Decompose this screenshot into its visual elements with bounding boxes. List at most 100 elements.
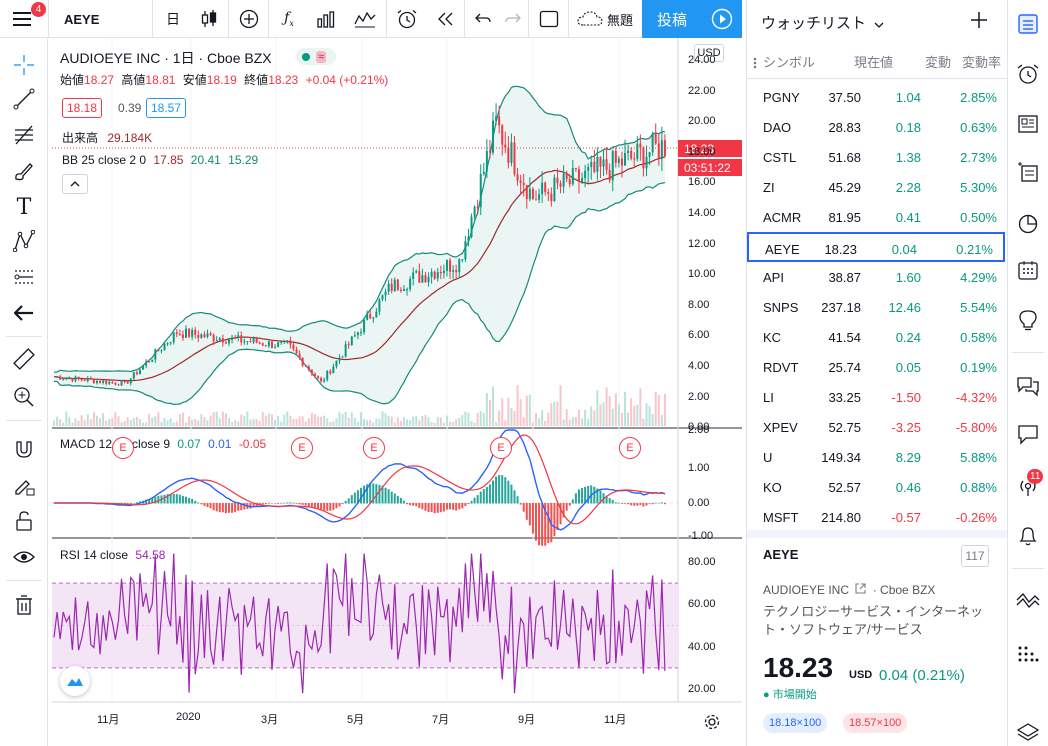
watchlist-row[interactable]: AEYE 18.23 0.04 0.21% (747, 232, 1005, 262)
crosshair-tool[interactable] (0, 48, 48, 82)
text-tool[interactable]: T (0, 190, 48, 224)
prediction-tool[interactable] (0, 260, 48, 294)
price-axis-label: 10.00 (688, 268, 716, 281)
earnings-marker[interactable]: E (363, 437, 385, 459)
col-change[interactable]: 変動 (924, 55, 951, 70)
magnet-tool[interactable] (0, 432, 48, 466)
chart-settings-button[interactable] (698, 708, 726, 736)
detail-sector[interactable]: テクノロジーサービス・インターネット・ソフトウェア/サービス (763, 604, 983, 637)
news-rail-button[interactable] (1008, 104, 1048, 144)
watchlist-row[interactable]: KO 52.57 0.46 0.88% (747, 472, 1007, 502)
macd-histogram-bar (516, 496, 519, 504)
watchlist-row[interactable]: KC 41.54 0.24 0.58% (747, 322, 1007, 352)
chats-rail-button[interactable] (1008, 366, 1048, 406)
calendar-rail-button[interactable] (1008, 250, 1048, 290)
rsi-legend[interactable]: RSI 14 close 54.58 (60, 548, 165, 562)
pattern-tool[interactable] (0, 224, 48, 258)
detail-ideas-count[interactable]: 117 (961, 545, 989, 567)
candle-body (111, 381, 114, 383)
watchlist-row[interactable]: LI 33.25 -1.50 -4.32% (747, 382, 1007, 412)
brush-tool[interactable] (0, 154, 48, 188)
watchlist-title[interactable]: ウォッチリスト (761, 12, 884, 33)
hide-drawings-tool[interactable] (0, 540, 48, 574)
volume-bar (642, 418, 645, 426)
templates-button[interactable] (346, 0, 384, 38)
detail-name[interactable]: AUDIOEYE INC (763, 583, 850, 597)
col-change-pct[interactable]: 変動率 (961, 55, 1001, 70)
earnings-marker[interactable]: E (112, 437, 134, 459)
candle-body (83, 379, 86, 381)
replay-button[interactable] (428, 0, 462, 38)
chart-canvas[interactable] (52, 38, 742, 746)
data-window-rail-button[interactable] (1008, 152, 1048, 192)
watchlist-row[interactable]: RDVT 25.74 0.05 0.19% (747, 352, 1007, 382)
ideas-rail-button[interactable] (1008, 300, 1048, 340)
macd-histogram-bar (421, 503, 424, 510)
chart-type-button[interactable] (192, 0, 226, 38)
bid-chip[interactable]: 18.18×100 (763, 713, 828, 733)
collapse-legend-button[interactable] (62, 174, 88, 194)
candle-body (65, 378, 68, 380)
zoom-tool[interactable] (0, 380, 48, 414)
watchlist-row[interactable]: XPEV 52.75 -3.25 -5.80% (747, 412, 1007, 442)
lock-all-tool[interactable] (0, 504, 48, 538)
fullscreen-button[interactable] (532, 0, 566, 38)
tv-logo[interactable] (60, 666, 90, 696)
macd-histogram-bar (154, 496, 157, 504)
streams-rail-button[interactable]: 11 (1008, 466, 1048, 506)
watchlist-row[interactable]: API 38.87 1.60 4.29% (747, 262, 1007, 292)
trend-line-tool[interactable] (0, 82, 48, 116)
compare-button[interactable] (232, 0, 266, 38)
redo-button[interactable] (498, 0, 528, 38)
watchlist-row[interactable]: ACMR 81.95 0.41 0.50% (747, 202, 1007, 232)
col-last[interactable]: 現在値 (853, 55, 893, 70)
watchlist-row[interactable]: CSTL 51.68 1.38 2.73% (747, 142, 1007, 172)
volume-legend[interactable]: 出来高 29.184K (62, 129, 152, 146)
symbol-title[interactable]: AUDIOEYE INC · 1日 · Cboe BZX (60, 50, 272, 66)
col-symbol[interactable]: シンボル (763, 55, 816, 70)
financials-button[interactable] (308, 0, 344, 38)
sell-price-box[interactable]: 18.18 (62, 98, 103, 118)
screener-rail-button[interactable] (1008, 580, 1048, 620)
minds-rail-button[interactable] (1008, 414, 1048, 454)
measure-tool[interactable] (0, 342, 48, 376)
remove-drawings-tool[interactable] (0, 588, 48, 622)
indicators-button[interactable]: ƒx (272, 0, 306, 38)
menu-button[interactable]: 4 (4, 0, 46, 38)
bb-legend[interactable]: BB 25 close 2 0 17.85 20.41 15.29 (62, 153, 258, 167)
currency-button[interactable]: USD (694, 44, 724, 62)
symbol-search-button[interactable]: AEYE (64, 11, 100, 27)
earnings-marker[interactable]: E (490, 437, 512, 459)
fib-tool[interactable] (0, 118, 48, 152)
lock-drawing-tool[interactable] (0, 468, 48, 502)
play-button[interactable] (702, 0, 742, 38)
watchlist-rail-button[interactable] (1008, 4, 1048, 44)
watchlist-row[interactable]: SNPS 237.18 12.46 5.54% (747, 292, 1007, 322)
dots-rail-button[interactable] (1008, 634, 1048, 674)
buy-price-box[interactable]: 18.57 (146, 98, 187, 118)
watchlist-row[interactable]: PGNY 37.50 1.04 2.85% (747, 82, 1007, 112)
watchlist-row[interactable]: ZI 45.29 2.28 5.30% (747, 172, 1007, 202)
volume-bar (212, 412, 215, 426)
layers-rail-button[interactable] (1008, 712, 1048, 746)
hotlist-rail-button[interactable] (1008, 204, 1048, 244)
notifications-rail-button[interactable] (1008, 516, 1048, 556)
interval-button[interactable]: 日 (166, 11, 180, 27)
macd-legend[interactable]: MACD 12 26 close 9 0.07 0.01 -0.05 (60, 437, 266, 451)
watchlist-row[interactable]: DAO 28.83 0.18 0.63% (747, 112, 1007, 142)
chart-area[interactable]: AUDIOEYE INC · 1日 · Cboe BZX ≈ 始値18.27 高… (52, 38, 742, 746)
publish-button[interactable]: 投稿 (642, 0, 702, 38)
alert-button[interactable] (390, 0, 424, 38)
earnings-marker[interactable]: E (619, 437, 641, 459)
hide-toolbar-button[interactable] (0, 296, 48, 330)
ask-chip[interactable]: 18.57×100 (843, 713, 908, 733)
add-symbol-button[interactable] (969, 10, 993, 34)
watchlist-row[interactable]: MSFT 214.80 -0.57 -0.26% (747, 502, 1007, 532)
layout-name-button[interactable]: 無題 (572, 0, 638, 38)
volume-bar (135, 416, 138, 426)
earnings-marker[interactable]: E (291, 437, 313, 459)
candle-body (353, 335, 356, 337)
alerts-rail-button[interactable] (1008, 54, 1048, 94)
undo-button[interactable] (468, 0, 498, 38)
watchlist-row[interactable]: U 149.34 8.29 5.88% (747, 442, 1007, 472)
